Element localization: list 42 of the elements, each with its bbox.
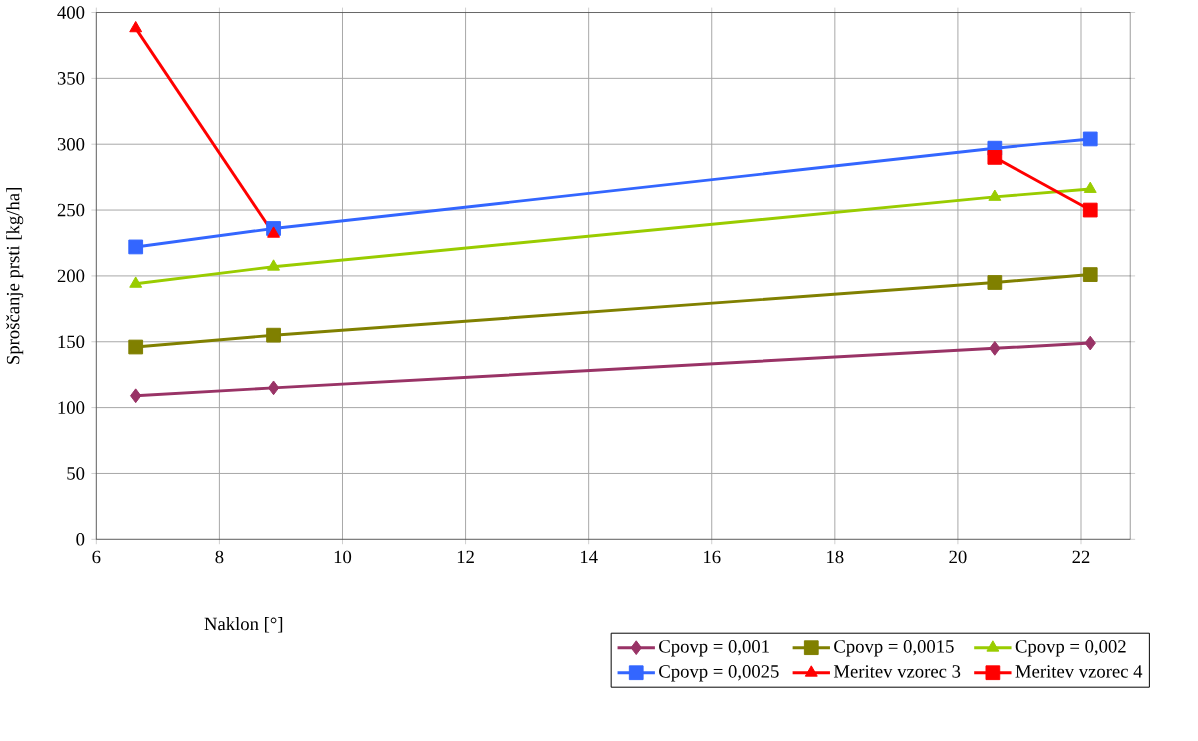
y-axis-title: Sproščanje prsti [kg/ha] <box>6 188 24 364</box>
point <box>1082 267 1098 283</box>
point <box>987 150 1003 165</box>
point <box>128 239 144 255</box>
y-tick-label: 50 <box>67 467 85 480</box>
point <box>129 276 143 288</box>
x-tick-label: 20 <box>949 550 967 564</box>
point <box>130 388 142 404</box>
x-axis-title: Naklon [°] <box>204 617 283 633</box>
x-tick-label: 6 <box>92 550 101 564</box>
y-tick-label: 150 <box>58 335 85 349</box>
point <box>987 275 1003 290</box>
point <box>989 341 1001 356</box>
x-tick-label: 16 <box>704 550 721 564</box>
x-tick-label: 22 <box>1072 550 1090 564</box>
point <box>266 327 281 343</box>
legend-label: Cpovp = 0,0025 <box>659 665 779 682</box>
x-tick-label: 18 <box>827 550 844 564</box>
legend-label: Meritev vzorec 3 <box>833 665 961 678</box>
legend-label: Cpovp = 0,0015 <box>834 640 954 657</box>
x-tick-label: 12 <box>457 550 474 564</box>
x-tick-label: 14 <box>580 550 598 564</box>
point <box>1082 131 1098 147</box>
point <box>267 259 281 271</box>
point <box>1083 181 1097 194</box>
x-tick-label: 10 <box>334 550 352 564</box>
y-tick-label: 300 <box>57 138 85 151</box>
y-tick-label: 400 <box>57 6 85 19</box>
y-tick-label: 200 <box>57 269 85 283</box>
legend-label: Cpovp = 0,002 <box>1015 640 1126 657</box>
y-tick-label: 350 <box>57 72 85 85</box>
y-tick-label: 100 <box>58 401 85 414</box>
y-tick-label: 0 <box>76 533 85 546</box>
legend-label: Meritev vzorec 4 <box>1015 665 1143 678</box>
point <box>1084 335 1096 351</box>
x-tick-label: 8 <box>215 550 224 564</box>
y-tick-label: 250 <box>57 203 85 217</box>
point <box>267 380 280 396</box>
legend-label: Cpovp = 0,001 <box>659 640 769 657</box>
point <box>128 339 144 355</box>
point <box>988 189 1002 201</box>
point <box>1082 202 1098 218</box>
